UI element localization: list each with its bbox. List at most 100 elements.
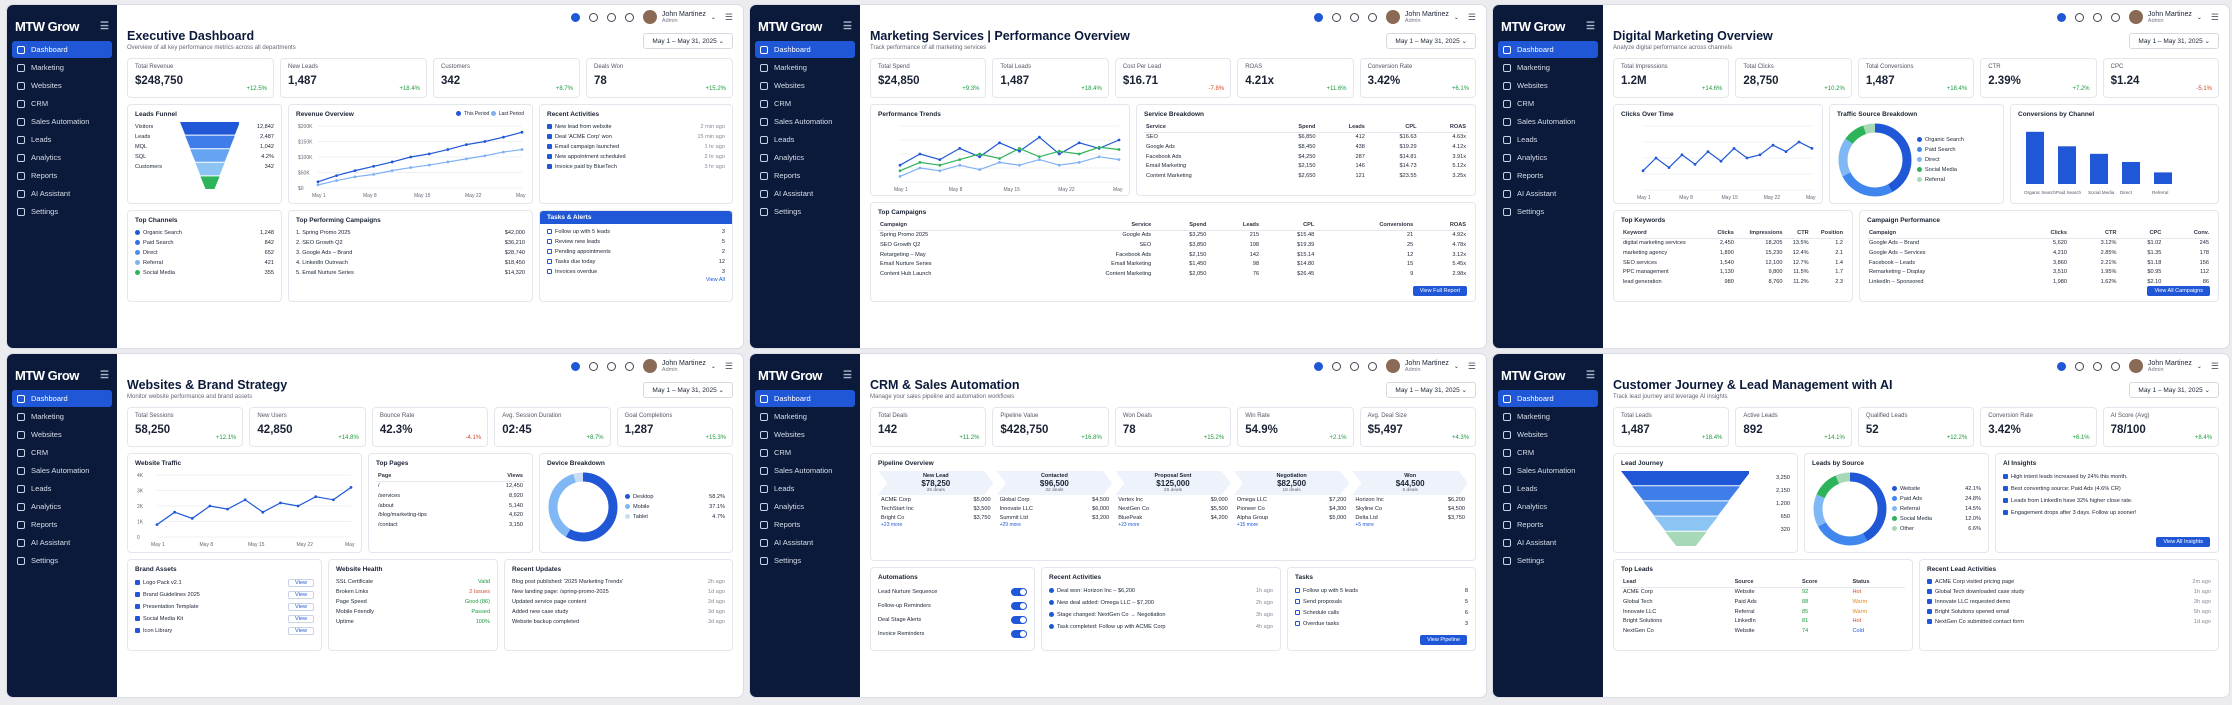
list-item[interactable]: 5. Email Nurture Series $14,320 — [296, 270, 525, 276]
menu-icon[interactable]: ☰ — [1467, 360, 1476, 371]
sidebar-item-dashboard[interactable]: Dashboard — [1498, 390, 1598, 407]
list-item[interactable]: Invoice paid by BlueTech 3 hr ago — [547, 162, 725, 172]
deal-row[interactable]: NextGen Co $5,500 — [1118, 505, 1228, 512]
list-item[interactable]: Website backup completed 3d ago — [512, 619, 725, 625]
list-item[interactable]: Innovate LLC requested demo 3h ago — [1927, 597, 2211, 607]
table-row[interactable]: SEO services 1,540 12,100 12.7% 1.4 — [1621, 258, 1845, 268]
sidebar-item-leads[interactable]: Leads — [755, 480, 855, 497]
list-item[interactable]: New lead from website 2 min ago — [547, 122, 725, 132]
sidebar-item-analytics[interactable]: Analytics — [755, 149, 855, 166]
date-range-picker[interactable]: May 1 – May 31, 2025 ⌄ — [643, 33, 733, 49]
more-link[interactable]: +5 more — [1355, 522, 1374, 528]
sidebar-item-dashboard[interactable]: Dashboard — [12, 390, 112, 407]
view-button[interactable]: View — [287, 615, 314, 623]
toggle-switch[interactable] — [1011, 630, 1027, 638]
sidebar-item-websites[interactable]: Websites — [1498, 77, 1598, 94]
sun-icon[interactable] — [1367, 12, 1377, 22]
notification-badge-icon[interactable] — [2056, 12, 2066, 22]
list-item[interactable]: Updated service page content 2d ago — [512, 599, 725, 605]
table-row[interactable]: marketing agency 1,890 15,230 12.4% 2.1 — [1621, 248, 1845, 258]
view-all-link[interactable]: View All — [705, 277, 725, 283]
list-item[interactable]: Task completed: Follow up with ACME Corp… — [1049, 621, 1273, 633]
date-range-picker[interactable]: May 1 – May 31, 2025 ⌄ — [2129, 382, 2219, 398]
view-button[interactable]: View — [287, 603, 314, 611]
task-item[interactable]: Follow up with 5 leads 8 — [1295, 585, 1468, 596]
sidebar-item-sales-automation[interactable]: Sales Automation — [12, 462, 112, 479]
toggle-switch[interactable] — [1011, 616, 1027, 624]
menu-icon[interactable]: ☰ — [2210, 11, 2219, 22]
bell-icon[interactable] — [2092, 361, 2102, 371]
table-row[interactable]: Retargeting – May Facebook Ads $2,150 142 $1… — [878, 250, 1468, 260]
menu-icon[interactable]: ☰ — [843, 369, 852, 381]
deal-row[interactable]: Bright Co $3,750 — [881, 514, 991, 521]
sidebar-item-analytics[interactable]: Analytics — [755, 498, 855, 515]
notification-badge-icon[interactable] — [2056, 361, 2066, 371]
sidebar-item-ai-assistant[interactable]: AI Assistant — [1498, 534, 1598, 551]
sidebar-item-reports[interactable]: Reports — [1498, 167, 1598, 184]
sun-icon[interactable] — [2110, 361, 2120, 371]
view-all-campaigns-button[interactable]: View All Campaigns — [2147, 286, 2210, 296]
menu-icon[interactable]: ☰ — [2210, 360, 2219, 371]
table-row[interactable]: digital marketing services 2,450 18,205 13.… — [1621, 238, 1845, 248]
sun-icon[interactable] — [2110, 12, 2120, 22]
task-item[interactable]: Schedule calls 6 — [1295, 607, 1468, 618]
table-row[interactable]: / 12,450 — [376, 481, 525, 491]
brand-logo[interactable]: MTW Grow ☰ — [758, 367, 852, 383]
sidebar-item-settings[interactable]: Settings — [1498, 552, 1598, 569]
table-row[interactable]: Facebook – Leads 3,860 2.21% $1.18 156 — [1867, 258, 2211, 268]
task-item[interactable]: Tasks due today 12 — [547, 257, 725, 267]
table-row[interactable]: PPC management 1,130 9,800 11.5% 1.7 — [1621, 267, 1845, 277]
date-range-picker[interactable]: May 1 – May 31, 2025 ⌄ — [2129, 33, 2219, 49]
pipeline-stage[interactable]: Won $44,500 8 deals Horizon Inc $6,200 Skylin… — [1352, 471, 1468, 528]
deal-row[interactable]: Horizon Inc $6,200 — [1355, 496, 1465, 503]
list-item[interactable]: New landing page: /spring-promo-2025 1d a… — [512, 589, 725, 595]
date-range-picker[interactable]: May 1 – May 31, 2025 ⌄ — [1386, 382, 1476, 398]
more-link[interactable]: +23 more — [1118, 522, 1140, 528]
sidebar-item-reports[interactable]: Reports — [755, 516, 855, 533]
sidebar-item-leads[interactable]: Leads — [1498, 131, 1598, 148]
sidebar-item-settings[interactable]: Settings — [1498, 203, 1598, 220]
brand-logo[interactable]: MTW Grow ☰ — [1501, 18, 1595, 34]
sidebar-item-marketing[interactable]: Marketing — [1498, 59, 1598, 76]
list-item[interactable]: Added new case study 3d ago — [512, 609, 725, 615]
brand-logo[interactable]: MTW Grow ☰ — [15, 367, 109, 383]
table-row[interactable]: /contact 3,150 — [376, 520, 525, 530]
sidebar-item-dashboard[interactable]: Dashboard — [12, 41, 112, 58]
sidebar-item-settings[interactable]: Settings — [755, 203, 855, 220]
bell-icon[interactable] — [606, 361, 616, 371]
sidebar-item-analytics[interactable]: Analytics — [12, 498, 112, 515]
view-full-report-button[interactable]: View Full Report — [1412, 286, 1467, 296]
more-link[interactable]: +29 more — [999, 522, 1021, 528]
more-link[interactable]: +15 more — [1236, 522, 1259, 528]
sidebar-item-sales-automation[interactable]: Sales Automation — [12, 113, 112, 130]
menu-icon[interactable]: ☰ — [724, 360, 733, 371]
list-item[interactable]: Deal won: Horizon Inc – $6,200 1h ago — [1049, 585, 1273, 597]
sidebar-item-settings[interactable]: Settings — [12, 552, 112, 569]
sidebar-item-ai-assistant[interactable]: AI Assistant — [755, 185, 855, 202]
task-item[interactable]: Follow up with 5 leads 3 — [547, 227, 725, 237]
user-menu[interactable]: John Martinez Admin ⌄ — [642, 359, 716, 373]
deal-row[interactable]: Pioneer Co $4,300 — [1236, 505, 1347, 512]
sidebar-item-crm[interactable]: CRM — [12, 95, 112, 112]
list-item[interactable]: Email campaign launched 1 hr ago — [547, 142, 725, 152]
table-row[interactable]: Facebook Ads $4,250 287 $14.81 3.91x — [1144, 152, 1468, 162]
list-item[interactable]: 4. LinkedIn Outreach $18,450 — [296, 260, 525, 266]
clock-icon[interactable] — [588, 12, 598, 22]
clock-icon[interactable] — [588, 361, 598, 371]
notification-badge-icon[interactable] — [570, 361, 580, 371]
sidebar-item-settings[interactable]: Settings — [755, 552, 855, 569]
bell-icon[interactable] — [606, 12, 616, 22]
list-item[interactable]: New appointment scheduled 2 hr ago — [547, 152, 725, 162]
table-row[interactable]: Content Hub Launch Content Marketing $2,05… — [878, 269, 1468, 279]
sidebar-item-reports[interactable]: Reports — [755, 167, 855, 184]
sidebar-item-ai-assistant[interactable]: AI Assistant — [1498, 185, 1598, 202]
notification-badge-icon[interactable] — [570, 12, 580, 22]
sidebar-item-sales-automation[interactable]: Sales Automation — [1498, 113, 1598, 130]
menu-icon[interactable]: ☰ — [1586, 369, 1595, 381]
table-row[interactable]: Bright Solutions LinkedIn 81 Hot — [1621, 616, 1905, 626]
pipeline-stage[interactable]: New Lead $78,250 26 deals ACME Corp $5,000 Te… — [878, 471, 994, 528]
sun-icon[interactable] — [624, 361, 634, 371]
task-item[interactable]: Review new leads 5 — [547, 237, 725, 247]
toggle-switch[interactable] — [1011, 602, 1027, 610]
clock-icon[interactable] — [2074, 12, 2084, 22]
